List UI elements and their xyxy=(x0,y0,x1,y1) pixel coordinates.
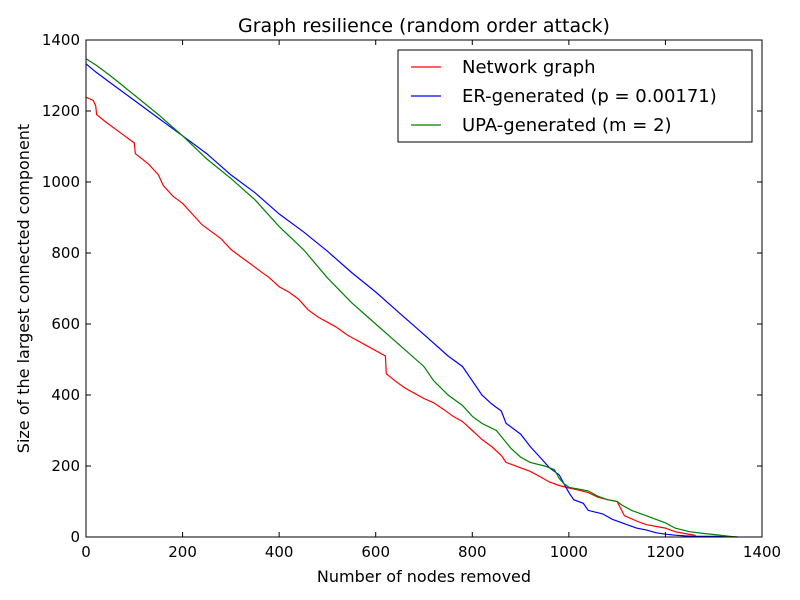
y-tick-label: 400 xyxy=(51,386,80,404)
plot-frame xyxy=(85,39,763,538)
series-line-er xyxy=(85,63,738,538)
x-tick-label: 600 xyxy=(361,543,390,561)
legend-label: UPA-generated (m = 2) xyxy=(462,115,672,136)
y-tick-label: 1200 xyxy=(42,102,80,120)
chart-title: Graph resilience (random order attack) xyxy=(238,15,610,37)
y-tick-label: 0 xyxy=(70,528,80,546)
x-tick-label: 1400 xyxy=(743,543,781,561)
x-tick-label: 1000 xyxy=(550,543,588,561)
x-tick-label: 0 xyxy=(81,543,91,561)
x-tick-label: 800 xyxy=(458,543,487,561)
legend: Network graph ER-generated (p = 0.00171) U… xyxy=(397,49,753,143)
y-tick-label: 600 xyxy=(51,315,80,333)
series-line-network xyxy=(85,96,698,538)
y-tick-label: 200 xyxy=(51,457,80,475)
y-tick-label: 1000 xyxy=(42,173,80,191)
x-axis-label: Number of nodes removed xyxy=(317,567,531,586)
legend-box xyxy=(397,49,753,143)
axis-ticks: 0 200 400 600 800 1000 1200 1400 0 200 400 600 800 10… xyxy=(42,31,781,561)
plot-content xyxy=(85,58,738,538)
x-tick-label: 1200 xyxy=(646,543,684,561)
legend-label: Network graph xyxy=(462,57,596,78)
y-axis-label: Size of the largest connected component xyxy=(14,124,33,453)
y-tick-label: 1400 xyxy=(42,31,80,49)
x-tick-label: 400 xyxy=(265,543,294,561)
x-tick-label: 200 xyxy=(168,543,197,561)
legend-label: ER-generated (p = 0.00171) xyxy=(462,86,717,107)
y-tick-label: 800 xyxy=(51,244,80,262)
series-line-upa xyxy=(85,58,736,538)
